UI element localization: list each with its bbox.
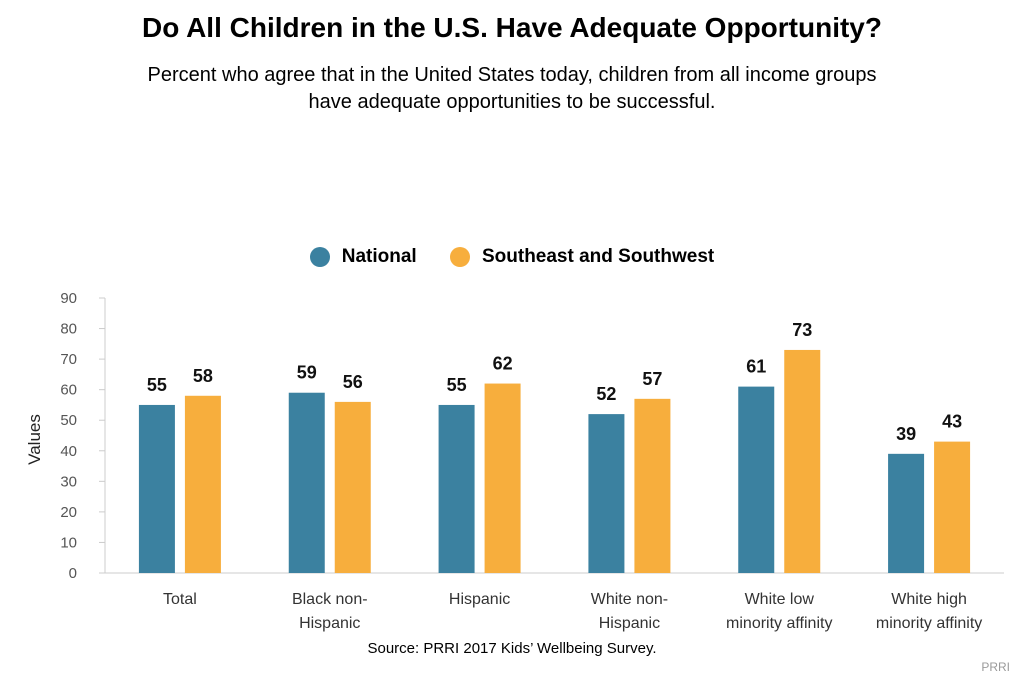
legend-swatch-southeast-southwest: [449, 247, 470, 267]
bar: [934, 441, 971, 573]
bar: [738, 386, 775, 573]
subtitle-line-2: have adequate opportunities to be succes…: [308, 91, 716, 113]
data-label: 62: [493, 354, 513, 374]
legend-label-southeast-southwest: Southeast and Southwest: [481, 246, 715, 267]
source-note: Source: PRRI 2017 Kids’ Wellbeing Survey…: [367, 640, 657, 657]
y-tick-label: 20: [60, 504, 77, 521]
bar: [288, 392, 325, 573]
subtitle-line-1: Percent who agree that in the United Sta…: [147, 64, 877, 86]
bar: [888, 453, 925, 573]
x-category-label: White high: [891, 591, 967, 608]
legend-item-southeast-southwest: Southeast and Southwest: [449, 246, 715, 268]
data-label: 43: [942, 412, 962, 432]
bar: [138, 404, 175, 573]
prri-credit: PRRI: [981, 660, 1010, 674]
bar: [334, 401, 371, 573]
y-tick-label: 60: [60, 382, 77, 399]
bar: [784, 349, 821, 573]
legend-item-national: National: [309, 246, 417, 268]
data-label: 57: [642, 369, 662, 389]
data-label: 55: [147, 375, 167, 395]
y-tick-label: 10: [60, 534, 77, 551]
legend-swatch-national: [309, 247, 330, 267]
x-category-label: minority affinity: [876, 615, 982, 632]
bar: [634, 398, 671, 573]
bar: [588, 414, 625, 573]
data-label: 39: [896, 424, 916, 444]
data-label: 55: [447, 375, 467, 395]
x-category-label: Black non-: [292, 591, 368, 608]
y-axis-title: Values: [25, 414, 44, 465]
y-tick-label: 0: [69, 565, 77, 582]
chart-title: Do All Children in the U.S. Have Adequat…: [142, 12, 882, 43]
x-category-label: Hispanic: [299, 615, 360, 632]
data-label: 58: [193, 366, 213, 386]
legend-label-national: National: [341, 246, 417, 267]
y-tick-label: 40: [60, 443, 77, 460]
data-label: 61: [746, 357, 766, 377]
data-label: 73: [792, 320, 812, 340]
bar: [184, 395, 221, 573]
x-category-label: Hispanic: [449, 591, 510, 608]
x-category-label: Total: [163, 591, 197, 608]
x-category-label: White low: [745, 591, 815, 608]
y-tick-label: 70: [60, 351, 77, 368]
x-category-label: Hispanic: [599, 615, 660, 632]
bar: [438, 404, 475, 573]
y-tick-label: 80: [60, 321, 77, 338]
data-label: 52: [596, 384, 616, 404]
bar: [484, 383, 521, 573]
y-tick-label: 90: [60, 290, 77, 307]
chart-legend: National Southeast and Southwest: [0, 246, 1024, 273]
chart-subtitle: Percent who agree that in the United Sta…: [0, 62, 1024, 116]
data-label: 56: [343, 372, 363, 392]
y-tick-label: 30: [60, 473, 77, 490]
data-label: 59: [297, 363, 317, 383]
x-category-label: White non-: [591, 591, 668, 608]
x-category-label: minority affinity: [726, 615, 832, 632]
y-tick-label: 50: [60, 412, 77, 429]
